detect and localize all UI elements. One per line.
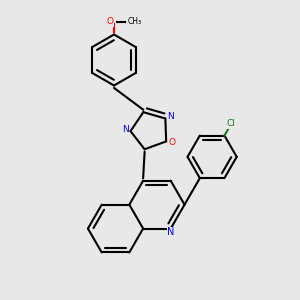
Text: O: O: [169, 137, 176, 146]
Text: N: N: [122, 125, 128, 134]
Text: O: O: [107, 17, 114, 26]
Text: N: N: [167, 227, 174, 237]
Text: Cl: Cl: [227, 119, 236, 128]
Text: N: N: [167, 112, 174, 122]
Text: CH₃: CH₃: [127, 17, 142, 26]
